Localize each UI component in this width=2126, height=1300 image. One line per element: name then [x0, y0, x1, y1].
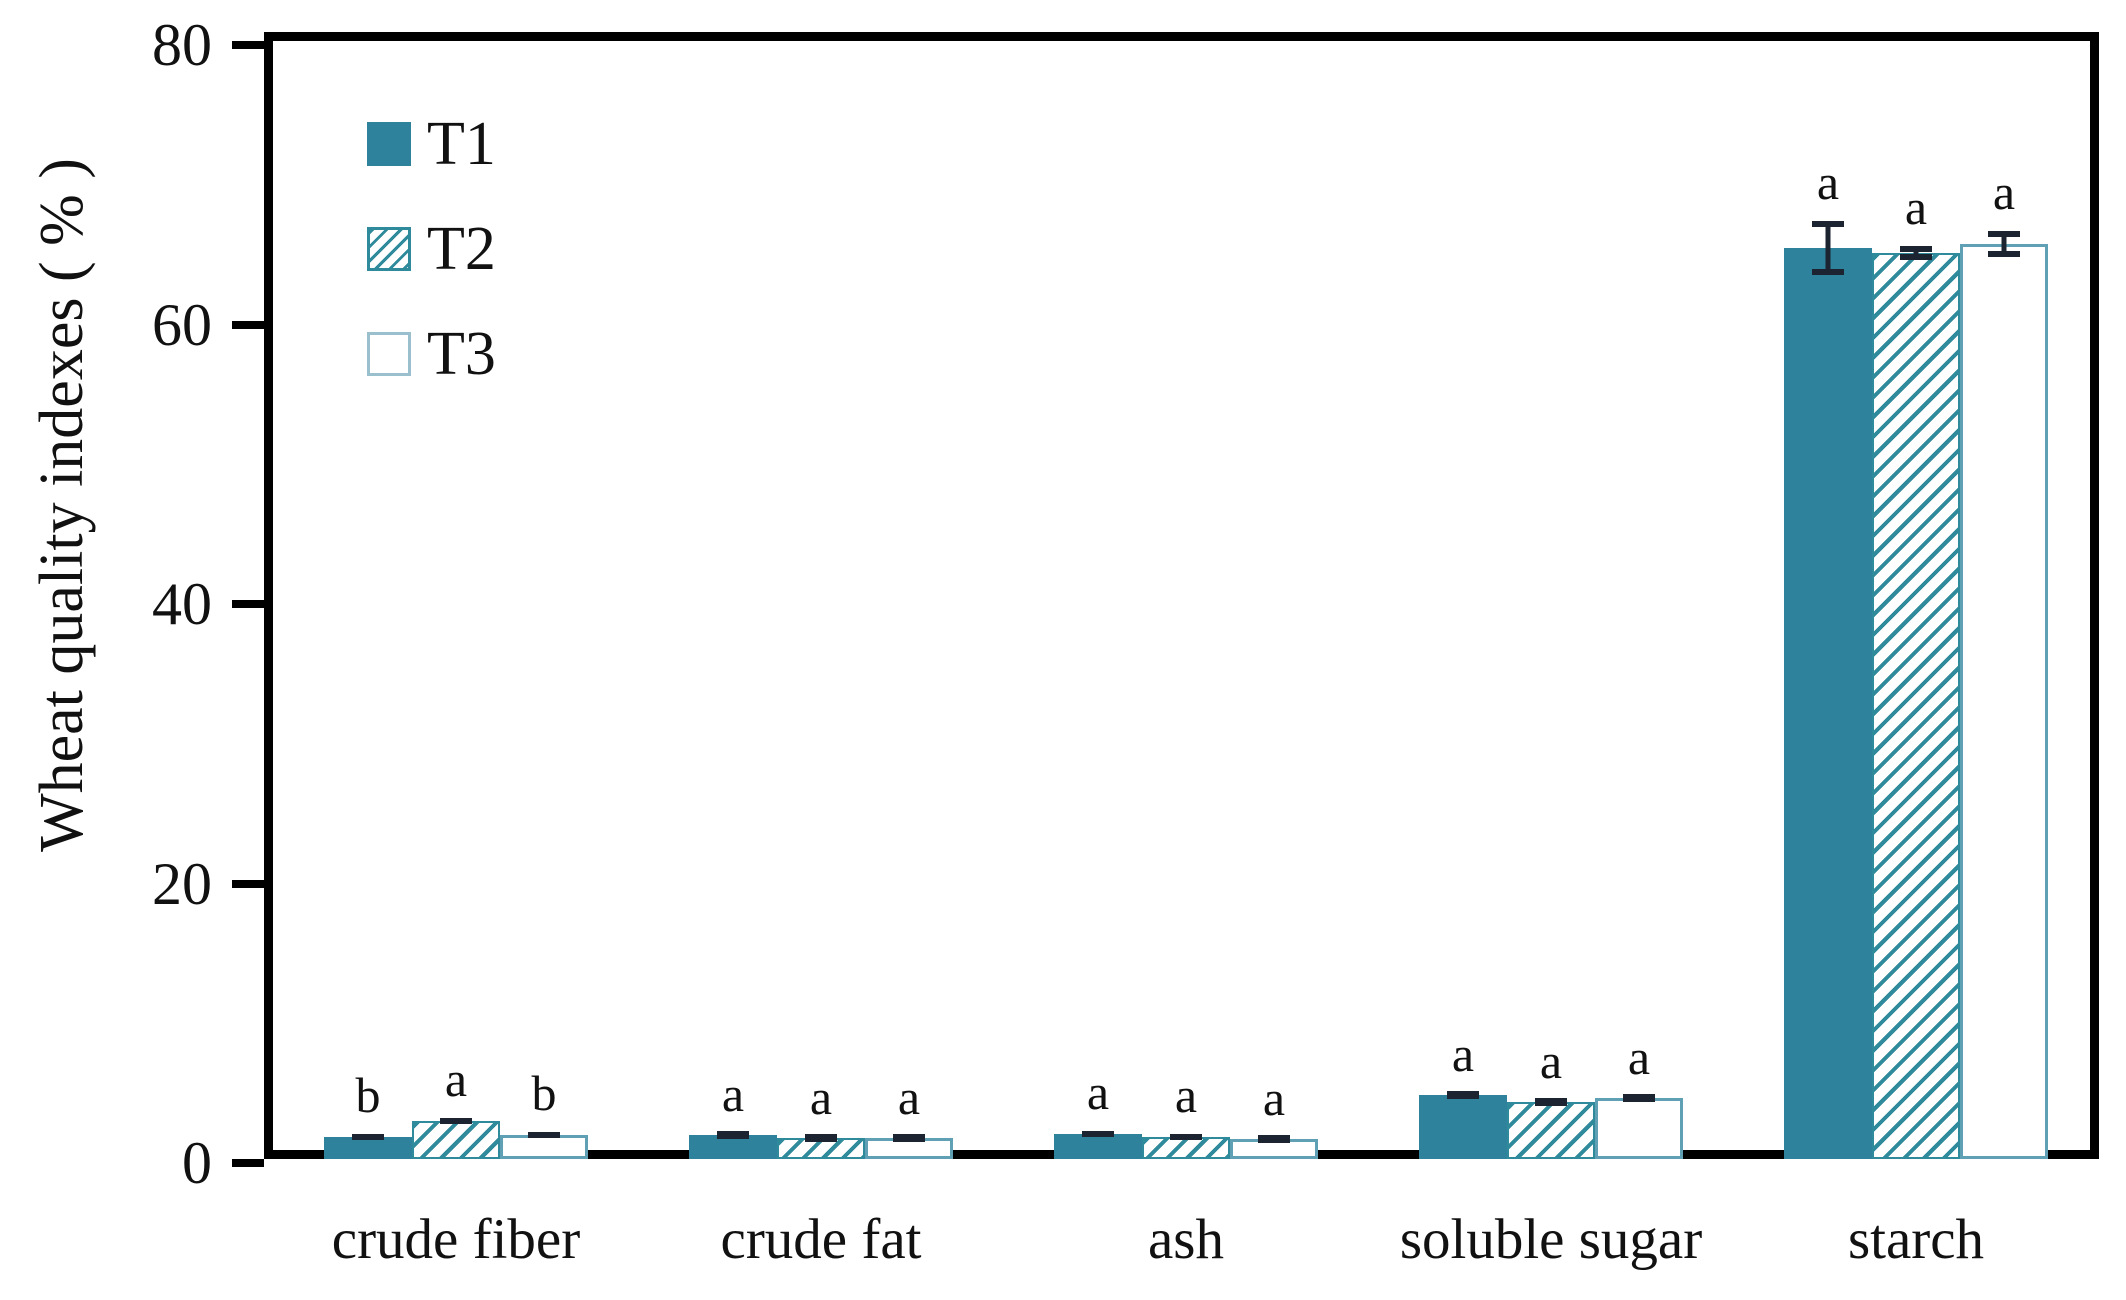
error-bar-cap-bottom — [1258, 1135, 1290, 1141]
error-bar-cap-bottom — [1447, 1091, 1479, 1097]
error-bar — [1447, 1091, 1479, 1099]
significance-letter: a — [1816, 154, 1840, 210]
significance-letter: a — [1992, 164, 2016, 220]
error-bar-line — [1825, 221, 1831, 275]
legend-swatch-outline — [367, 332, 411, 376]
y-tick-label: 60 — [152, 291, 212, 358]
y-tick-mark — [232, 879, 264, 888]
x-category-label: crude fat — [720, 1208, 922, 1271]
x-category-label: soluble sugar — [1399, 1208, 1703, 1271]
legend-swatch-hatched — [367, 227, 411, 271]
error-bar — [1170, 1134, 1202, 1140]
y-tick-label: 80 — [152, 12, 212, 78]
error-bar — [717, 1131, 749, 1139]
bar-t3-soluble-sugar — [1595, 1098, 1683, 1159]
error-bar — [352, 1134, 384, 1140]
legend-label: T3 — [427, 320, 496, 388]
bar-t2-crude-fiber — [412, 1121, 500, 1159]
x-category-label: ash — [1148, 1208, 1224, 1271]
error-bar-cap-bottom — [1812, 269, 1844, 275]
bar-t1-soluble-sugar — [1419, 1095, 1507, 1159]
significance-letter: a — [1539, 1033, 1563, 1089]
x-category-label: crude fiber — [331, 1208, 581, 1271]
error-bar — [805, 1134, 837, 1142]
error-bar-cap-top — [1900, 246, 1932, 252]
bar-t1-crude-fiber — [324, 1137, 412, 1159]
legend-label: T2 — [427, 215, 496, 283]
error-bar — [1623, 1094, 1655, 1102]
significance-letter: a — [1174, 1067, 1198, 1123]
bar-t2-ash — [1142, 1137, 1230, 1159]
legend-item-t3: T3 — [367, 319, 496, 389]
error-bar-cap-bottom — [893, 1134, 925, 1140]
y-tick-mark — [232, 41, 264, 49]
error-bar-cap-bottom — [528, 1132, 560, 1138]
error-bar-cap-bottom — [1623, 1094, 1655, 1100]
bar-t1-starch — [1784, 248, 1872, 1159]
significance-letter: b — [531, 1065, 557, 1121]
y-tick-mark — [232, 600, 264, 608]
y-tick-label: 40 — [152, 571, 212, 637]
error-bar — [1900, 246, 1932, 260]
significance-letter: a — [1904, 179, 1928, 235]
bar-t3-crude-fiber — [500, 1135, 588, 1159]
error-bar-cap-bottom — [440, 1118, 472, 1124]
bar-t3-starch — [1960, 244, 2048, 1159]
bar-t2-soluble-sugar — [1507, 1102, 1595, 1159]
error-bar-cap-bottom — [717, 1131, 749, 1137]
plot-area: b a b a a a a a a a a a a a a — [273, 41, 2099, 1159]
error-bar-cap-bottom — [1988, 251, 2020, 257]
x-category-label: starch — [1847, 1208, 1985, 1271]
error-bar — [1812, 221, 1844, 275]
error-bar — [1258, 1135, 1290, 1143]
significance-letter: a — [809, 1069, 833, 1125]
significance-letter: a — [1451, 1026, 1475, 1082]
error-bar — [1535, 1098, 1567, 1106]
y-tick-label: 20 — [152, 850, 212, 917]
legend-swatch-solid — [367, 122, 411, 166]
significance-letter: a — [1262, 1070, 1286, 1126]
error-bar-line — [1913, 246, 1919, 260]
significance-letter: a — [897, 1069, 921, 1125]
error-bar — [528, 1132, 560, 1138]
y-tick-mark — [232, 320, 264, 329]
significance-letter: a — [1627, 1029, 1651, 1085]
bar-t1-ash — [1054, 1134, 1142, 1159]
significance-letter: b — [355, 1067, 381, 1123]
error-bar-cap-bottom — [1082, 1131, 1114, 1137]
legend-item-t2: T2 — [367, 214, 496, 284]
bar-t1-crude-fat — [689, 1135, 777, 1159]
legend-item-t1: T1 — [367, 109, 496, 179]
significance-letter: a — [1086, 1064, 1110, 1120]
y-tick-label: 0 — [182, 1130, 212, 1196]
error-bar-cap-top — [1812, 221, 1844, 227]
error-bar — [440, 1118, 472, 1124]
significance-letter: a — [721, 1066, 745, 1122]
error-bar-cap-bottom — [1900, 254, 1932, 260]
error-bar-cap-bottom — [805, 1134, 837, 1140]
error-bar-cap-bottom — [1170, 1134, 1202, 1140]
significance-letter: a — [444, 1051, 468, 1107]
error-bar-line — [2001, 231, 2007, 257]
error-bar — [1082, 1131, 1114, 1137]
y-tick-mark — [232, 1159, 264, 1167]
error-bar-cap-top — [1988, 231, 2020, 237]
error-bar — [893, 1134, 925, 1142]
error-bar-cap-bottom — [1535, 1098, 1567, 1104]
y-axis-title: Wheat quality indexes ( % ) — [28, 158, 96, 852]
legend-label: T1 — [427, 110, 496, 178]
error-bar — [1988, 231, 2020, 257]
bar-t2-starch — [1872, 253, 1960, 1159]
error-bar-cap-bottom — [352, 1134, 384, 1140]
